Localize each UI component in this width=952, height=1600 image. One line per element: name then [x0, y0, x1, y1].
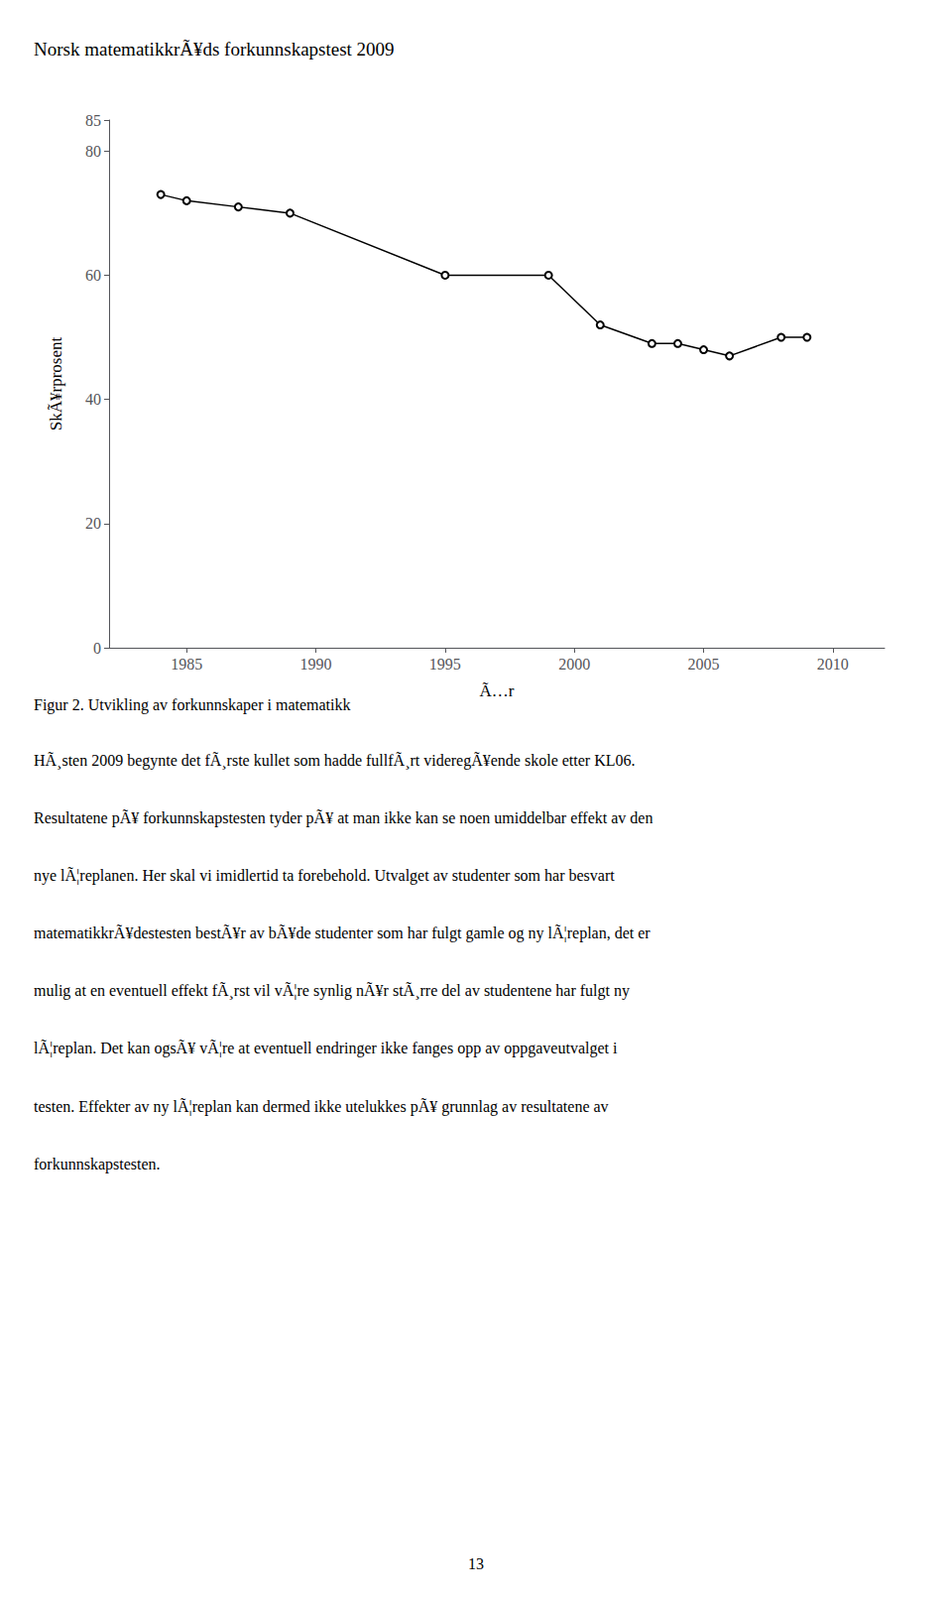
svg-text:13: 13	[468, 1554, 484, 1572]
svg-text:Norsk matematikkrÃ¥ds forkunns: Norsk matematikkrÃ¥ds forkunnskapstest 2…	[33, 38, 395, 60]
svg-text:Figur 2. Utvikling av forkunns: Figur 2. Utvikling av forkunnskaper i ma…	[33, 696, 352, 714]
svg-text:80: 80	[85, 142, 102, 160]
svg-text:2000: 2000	[558, 655, 591, 673]
svg-text:HÃ¸sten 2009 begynte det fÃ¸rs: HÃ¸sten 2009 begynte det fÃ¸rste kullet …	[33, 751, 636, 770]
svg-text:lÃ¦replan. Det kan ogsÃ¥ vÃ¦re: lÃ¦replan. Det kan ogsÃ¥ vÃ¦re at eventu…	[33, 1039, 618, 1058]
svg-text:85: 85	[85, 112, 102, 129]
svg-text:matematikkrÃ¥destesten bestÃ¥r: matematikkrÃ¥destesten bestÃ¥r av bÃ¥de …	[33, 924, 651, 943]
svg-text:20: 20	[85, 514, 102, 532]
svg-text:nye lÃ¦replanen. Her skal vi i: nye lÃ¦replanen. Her skal vi imidlertid …	[33, 866, 615, 885]
svg-text:40: 40	[85, 390, 102, 408]
svg-text:forkunnskapstesten.: forkunnskapstesten.	[33, 1155, 161, 1174]
svg-text:Resultatene pÃ¥ forkunnskapste: Resultatene pÃ¥ forkunnskapstesten tyder…	[33, 809, 653, 828]
svg-text:1990: 1990	[300, 655, 333, 673]
svg-text:mulig at en eventuell effekt f: mulig at en eventuell effekt fÃ¸rst vil …	[33, 981, 630, 1000]
svg-text:1995: 1995	[429, 655, 462, 673]
svg-text:Ã…r: Ã…r	[479, 681, 515, 701]
svg-text:testen. Effekter av ny lÃ¦repl: testen. Effekter av ny lÃ¦replan kan der…	[33, 1097, 609, 1116]
svg-text:0: 0	[93, 639, 102, 657]
svg-text:1985: 1985	[170, 655, 203, 673]
svg-text:2005: 2005	[688, 655, 720, 673]
svg-text:2010: 2010	[817, 655, 849, 673]
svg-text:SkÃ¥rprosent: SkÃ¥rprosent	[46, 337, 66, 432]
svg-text:60: 60	[85, 266, 102, 284]
